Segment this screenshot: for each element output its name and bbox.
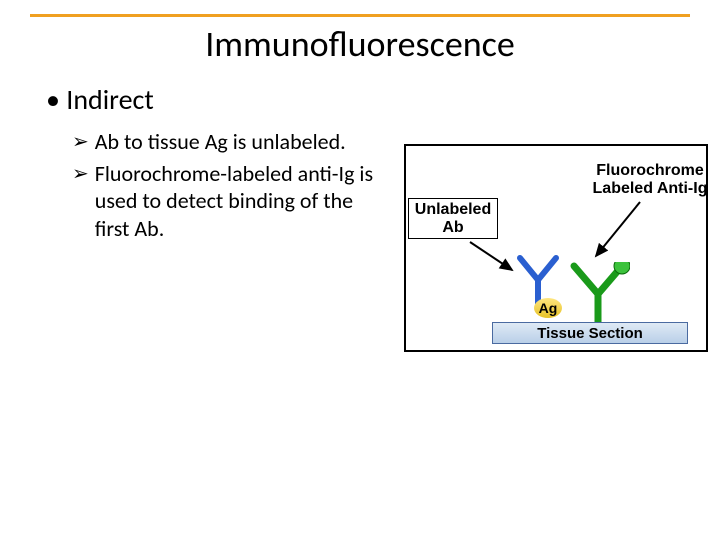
antigen-label: Ag (534, 298, 562, 318)
slide: Immunofluorescence • Indirect ➢ Ab to ti… (0, 0, 720, 540)
top-rule (30, 14, 690, 17)
list-item: ➢ Ab to tissue Ag is unlabeled. (72, 128, 392, 156)
diagram-box: Unlabeled Ab Fluorochrome Labeled Anti-I… (404, 144, 708, 352)
bullet-text: Fluorochrome-labeled anti-Ig is used to … (95, 160, 392, 243)
bullet-arrow-icon: ➢ (72, 130, 89, 155)
tissue-section-label: Tissue Section (492, 322, 688, 344)
list-item: ➢ Fluorochrome-labeled anti-Ig is used t… (72, 160, 392, 243)
bullet-arrow-icon: ➢ (72, 162, 89, 187)
subheading: • Indirect (46, 82, 154, 117)
page-title: Immunofluorescence (0, 22, 720, 66)
bullet-list: ➢ Ab to tissue Ag is unlabeled. ➢ Fluoro… (72, 128, 392, 246)
bullet-text: Ab to tissue Ag is unlabeled. (95, 128, 346, 156)
